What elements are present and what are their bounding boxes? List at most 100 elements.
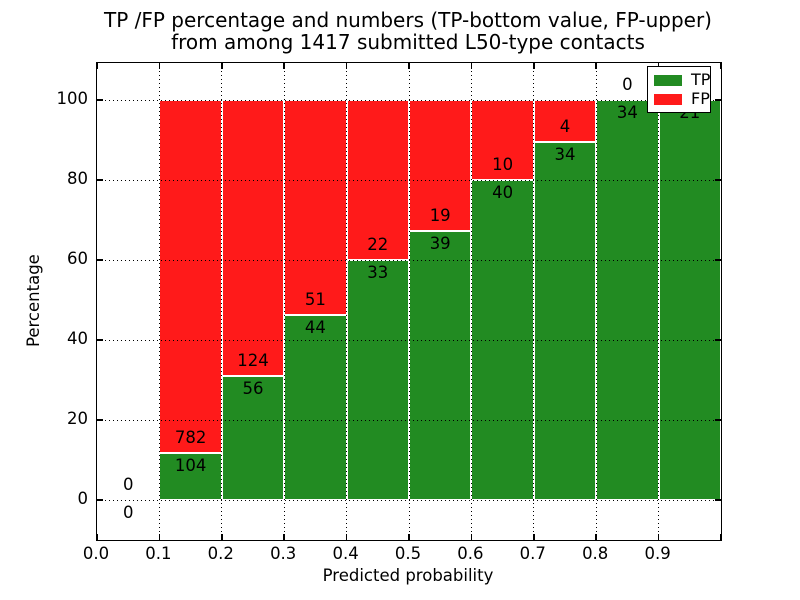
x-tick-label: 0.3 <box>270 544 297 563</box>
chart-title: TP /FP percentage and numbers (TP-bottom… <box>96 9 720 53</box>
y-tick-mark <box>97 499 103 501</box>
fp-bar-segment <box>221 100 285 376</box>
x-tick-label: 0.0 <box>82 544 110 563</box>
tp-count-label: 44 <box>304 317 326 337</box>
y-grid-line <box>97 499 721 501</box>
y-tick-mark <box>715 339 721 341</box>
x-tick-label: 0.7 <box>519 544 546 563</box>
tp-count-label: 34 <box>554 145 576 165</box>
legend-fp-swatch-icon <box>654 93 682 105</box>
tp-count-label: 33 <box>367 263 389 282</box>
x-tick-label: 0.1 <box>145 544 172 563</box>
x-tick-label: 0.2 <box>207 544 234 563</box>
x-tick-mark <box>657 534 660 540</box>
x-tick-mark <box>408 534 410 540</box>
tp-bar-segment <box>596 100 659 500</box>
x-tick-mark <box>158 534 161 540</box>
y-grid-line <box>97 339 721 341</box>
legend-label-tp: TP <box>691 70 711 89</box>
fp-bar-segment <box>409 100 472 232</box>
y-axis-label: Percentage <box>24 254 43 347</box>
y-tick-mark <box>97 419 103 421</box>
x-tick-label: 0.6 <box>457 544 484 563</box>
tp-bar-segment <box>284 314 347 500</box>
legend: TP FP <box>647 66 711 113</box>
tp-count-label: 34 <box>616 103 638 122</box>
fp-count-label: 0 <box>122 475 134 494</box>
y-tick-label: 40 <box>67 329 88 348</box>
x-tick-mark <box>533 534 535 540</box>
chart-title-line2: from among 1417 submitted L50-type conta… <box>171 30 645 54</box>
chart-title-line1: TP /FP percentage and numbers (TP-bottom… <box>104 8 712 32</box>
grid-layer <box>97 63 721 540</box>
x-tick-mark <box>221 534 223 540</box>
y-tick-mark <box>715 419 721 421</box>
fp-count-label: 22 <box>367 235 389 254</box>
tp-count-label: 104 <box>174 456 207 476</box>
x-tick-mark <box>470 534 473 540</box>
tp-count-label: 56 <box>242 378 264 398</box>
fp-count-label: 51 <box>304 289 326 309</box>
tp-bar-segment <box>471 180 534 500</box>
y-grid-line <box>97 99 721 101</box>
tp-bar-segment <box>221 375 285 500</box>
x-tick-mark <box>96 534 98 540</box>
x-tick-mark <box>408 63 410 69</box>
fp-bar-segment <box>471 100 534 180</box>
x-grid-line <box>283 63 285 540</box>
x-tick-label: 0.4 <box>332 544 359 563</box>
x-tick-mark <box>720 63 722 69</box>
y-tick-mark <box>97 339 103 341</box>
x-tick-mark <box>345 534 348 540</box>
x-tick-mark <box>470 63 473 69</box>
x-grid-line <box>408 63 410 540</box>
y-grid-line <box>97 419 721 421</box>
legend-item-tp: TP <box>654 72 710 88</box>
y-grid-line <box>97 179 721 181</box>
x-tick-label: 0.9 <box>644 544 671 563</box>
bar-labels-layer: 0078210412456514422331939104043403421 <box>97 63 721 540</box>
tp-count-label: 0 <box>122 503 134 522</box>
tp-count-label: 39 <box>429 234 451 254</box>
legend-item-fp: FP <box>654 91 710 107</box>
fp-bar-segment <box>284 100 347 315</box>
legend-tp-swatch-icon <box>654 74 682 86</box>
y-tick-mark <box>715 499 721 501</box>
x-grid-line <box>658 63 660 540</box>
fp-count-label: 124 <box>237 350 269 370</box>
y-tick-mark <box>97 179 103 181</box>
x-axis-label: Predicted probability <box>322 566 494 585</box>
bars-layer <box>97 63 721 540</box>
tp-bar-segment <box>159 453 222 500</box>
fp-bar-segment <box>533 100 597 143</box>
x-tick-mark <box>283 534 285 540</box>
y-tick-label: 60 <box>67 249 88 268</box>
x-grid-line <box>533 63 535 540</box>
x-tick-mark <box>533 63 535 69</box>
x-tick-mark <box>720 534 722 540</box>
fp-count-label: 782 <box>174 428 207 448</box>
tp-bar-segment <box>533 142 597 500</box>
x-grid-line <box>221 63 223 540</box>
y-tick-label: 20 <box>67 409 88 428</box>
y-tick-mark <box>97 99 103 101</box>
x-grid-line <box>595 63 597 540</box>
y-tick-mark <box>715 179 721 181</box>
tp-bar-segment <box>346 260 409 500</box>
y-grid-line <box>97 259 721 261</box>
x-tick-mark <box>221 63 223 69</box>
x-tick-mark <box>283 63 285 69</box>
ticks-layer <box>96 63 722 540</box>
x-grid-line <box>346 63 348 540</box>
y-tick-label: 0 <box>77 489 89 508</box>
plot-area: 0078210412456514422331939104043403421 <box>96 62 722 541</box>
y-tick-label: 80 <box>67 169 88 188</box>
x-tick-mark <box>158 63 161 69</box>
x-grid-line <box>158 63 160 540</box>
y-tick-mark <box>97 259 103 261</box>
x-tick-label: 0.8 <box>582 544 609 563</box>
fp-count-label: 4 <box>559 117 571 137</box>
x-tick-label: 0.5 <box>394 544 422 563</box>
x-tick-mark <box>96 63 98 69</box>
